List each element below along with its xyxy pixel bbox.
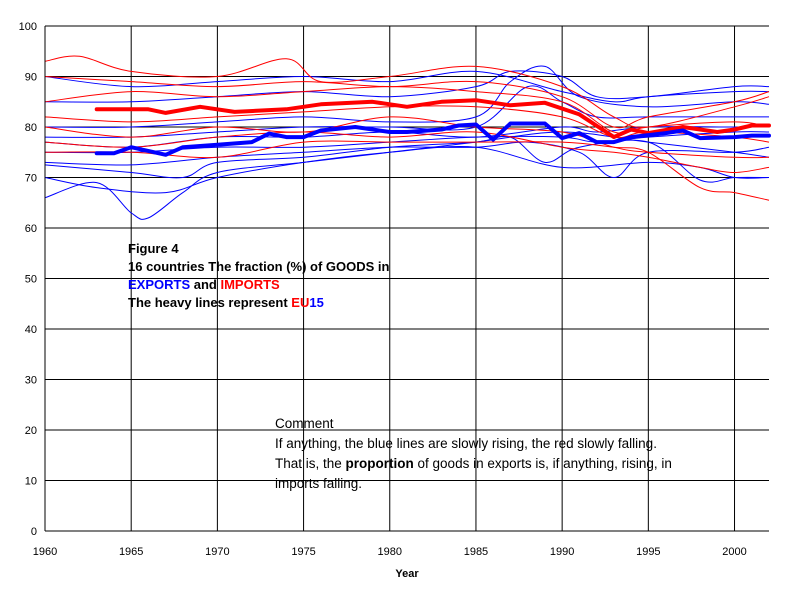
y-tick-label: 40	[25, 324, 37, 336]
country-series-line	[44, 86, 770, 134]
eu-15-label: 15	[309, 295, 324, 310]
eu15-series-line	[94, 121, 771, 157]
y-tick-label: 70	[25, 173, 37, 185]
y-tick-label: 100	[19, 21, 37, 33]
y-tick-label: 50	[25, 274, 37, 286]
y-tick-label: 60	[25, 223, 37, 235]
heavy-lines-note: The heavy lines represent EU15	[128, 294, 389, 312]
x-tick-label: 2000	[722, 546, 746, 558]
x-axis-title: Year	[395, 568, 419, 580]
and-label: and	[190, 277, 221, 292]
country-series-line	[44, 135, 770, 183]
eu-label: EU	[291, 295, 310, 310]
axes	[44, 26, 769, 532]
figure-caption: Figure 4 16 countries The fraction (%) o…	[128, 240, 389, 312]
comment-line-2: That is, the proportion of goods in expo…	[275, 454, 695, 494]
x-tick-label: 1960	[33, 546, 57, 558]
y-tick-label: 30	[25, 375, 37, 387]
x-tick-label: 1965	[119, 546, 143, 558]
country-lines	[44, 55, 770, 220]
x-tick-labels: 1960 1965 1970 1975 1980 1985 1990 1995 2000	[33, 546, 747, 558]
y-tick-label: 0	[31, 526, 37, 538]
comment-line-1: If anything, the blue lines are slowly r…	[275, 436, 657, 451]
figure-description: 16 countries The fraction (%) of GOODS i…	[128, 259, 390, 274]
y-tick-label: 20	[25, 425, 37, 437]
y-tick-label: 10	[25, 476, 37, 488]
figure-number: Figure 4	[128, 241, 179, 256]
exports-label: EXPORTS	[128, 277, 191, 292]
x-tick-label: 1990	[550, 546, 574, 558]
y-tick-label: 90	[25, 72, 37, 84]
x-tick-label: 1970	[205, 546, 229, 558]
comment-box: Comment If anything, the blue lines are …	[275, 414, 695, 494]
x-tick-label: 1975	[291, 546, 315, 558]
comment-line-2-prefix: That is, the	[275, 456, 346, 471]
y-tick-labels: 0 10 20 30 40 50 60 70 80 90 100	[19, 21, 37, 538]
country-series-line	[44, 65, 770, 128]
comment-title: Comment	[275, 416, 334, 431]
eu15-lines	[94, 98, 771, 157]
imports-label: IMPORTS	[220, 277, 280, 292]
x-tick-label: 1985	[464, 546, 488, 558]
country-series-line	[44, 70, 770, 103]
country-series-line	[44, 141, 770, 179]
figure-legend-line: EXPORTS and IMPORTS	[128, 276, 389, 294]
x-tick-label: 1995	[636, 546, 660, 558]
heavy-lines-prefix: The heavy lines represent	[128, 295, 292, 310]
comment-proportion: proportion	[345, 456, 414, 471]
country-series-line	[44, 140, 770, 201]
country-series-line	[44, 76, 770, 129]
y-tick-label: 80	[25, 122, 37, 134]
x-tick-label: 1980	[378, 546, 402, 558]
country-series-line	[44, 131, 770, 174]
comment-line-2-suffix: of goods in exports is, if anything, ris…	[275, 456, 672, 491]
eu15-series-line	[94, 98, 771, 140]
